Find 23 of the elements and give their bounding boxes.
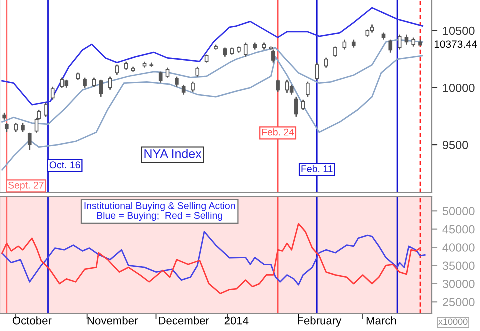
- y-tick-label: 30000: [442, 280, 475, 288]
- x-tick-label: February: [298, 316, 342, 327]
- y-tick-label: 25000: [443, 298, 475, 307]
- x-tick-label: December: [159, 316, 210, 325]
- x-tick-label: November: [88, 316, 138, 325]
- annotation: 10373.44: [434, 40, 478, 48]
- y-tick-label: 10000: [443, 84, 475, 92]
- y-tick-label: 50000: [442, 207, 475, 216]
- y-tick-label: 9500: [442, 141, 468, 150]
- x-tick-label: 2014: [224, 316, 249, 325]
- ref-line-label: Sept. 27: [8, 182, 44, 191]
- y-tick-label: 40000: [442, 244, 475, 252]
- ref-line-label: Feb. 11: [302, 165, 333, 172]
- ref-line-label: Oct. 16: [50, 162, 80, 169]
- ref-line-label: Feb. 24: [262, 128, 294, 136]
- y-tick-label: 45000: [442, 225, 475, 234]
- y-tick-label: 10500: [443, 26, 475, 36]
- x-tick-label: October: [12, 316, 52, 325]
- y-tick-label: 35000: [442, 262, 475, 270]
- x-tick-label: March: [366, 316, 396, 325]
- annotation: Institutional Buying & Selling Action Blue = Buying; Red = Selling: [84, 202, 236, 222]
- text: x10000: [438, 318, 468, 326]
- annotation: NYA Index: [144, 149, 202, 158]
